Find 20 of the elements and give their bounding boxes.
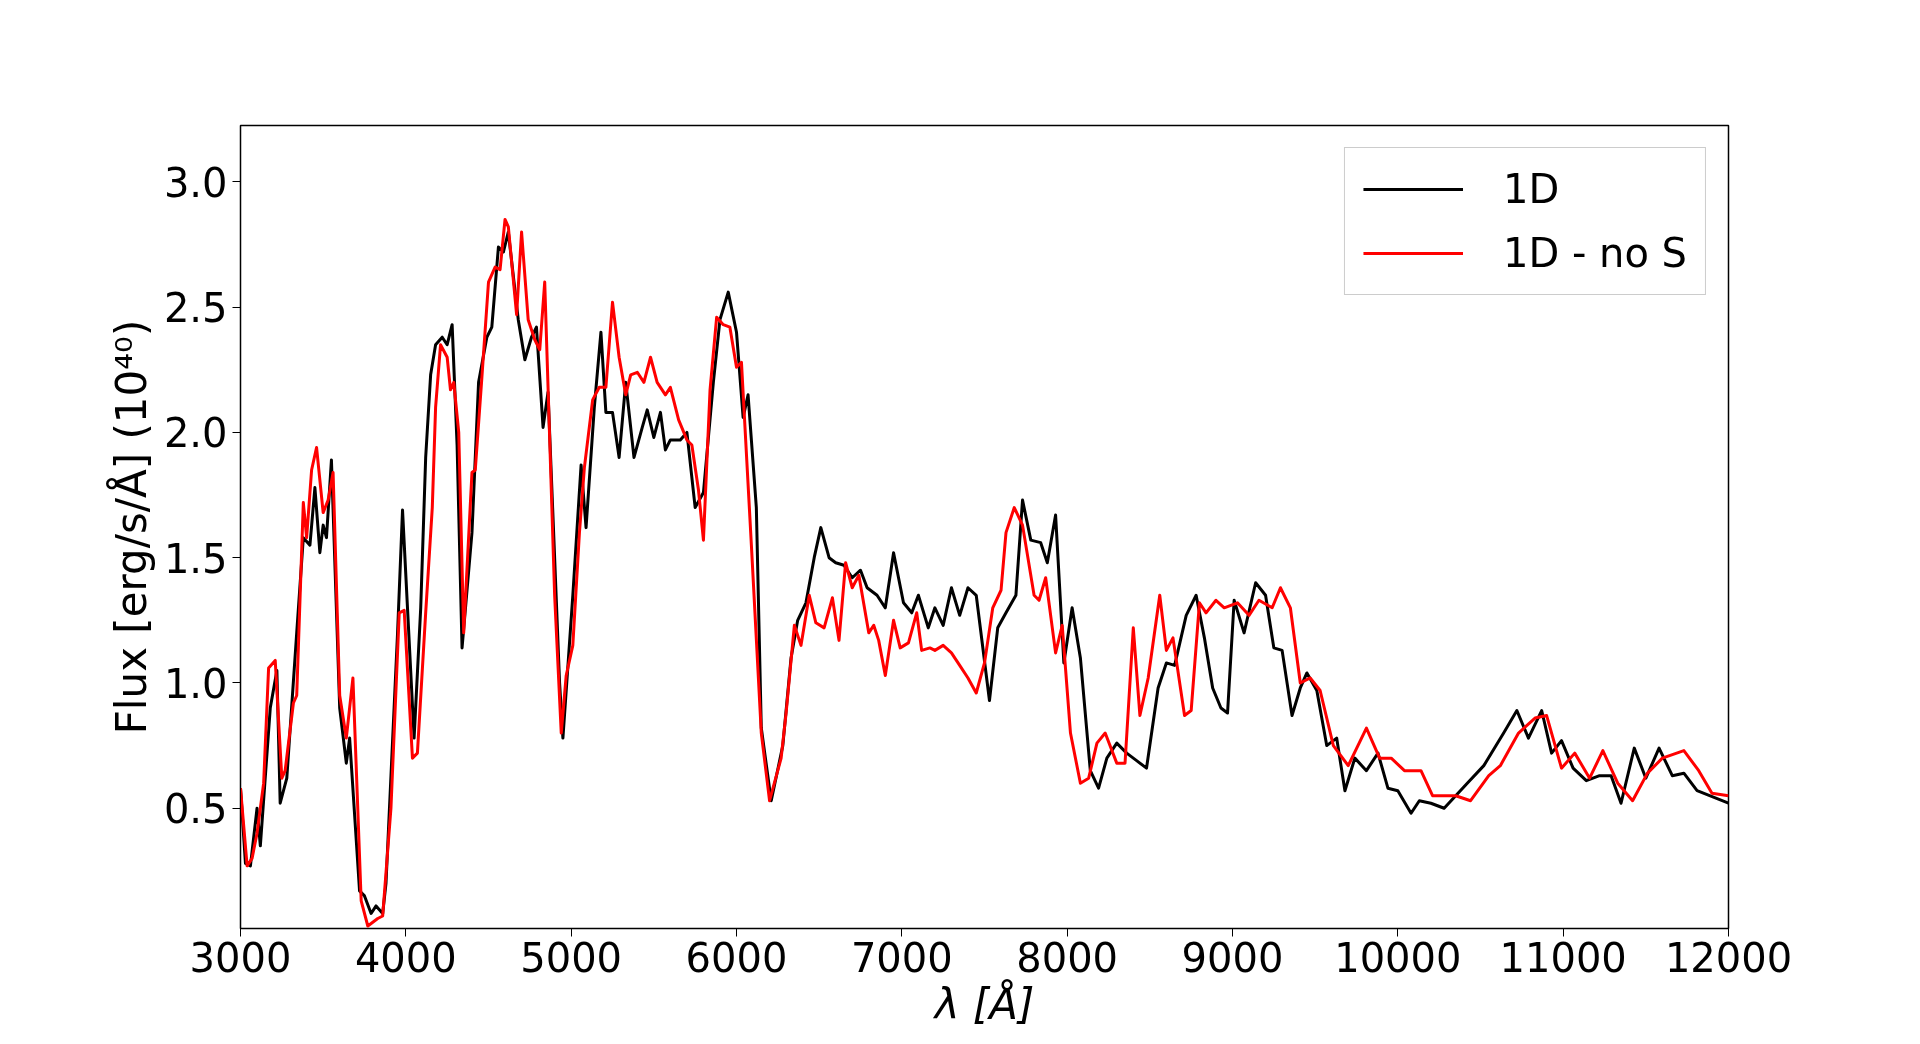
x-tick-label: 11000 xyxy=(1499,934,1627,981)
y-tick-label: 3.0 xyxy=(163,159,228,206)
x-tick-label: 3000 xyxy=(189,934,292,981)
x-tick-label: 5000 xyxy=(520,934,623,981)
y-tick-label: 2.5 xyxy=(163,285,228,332)
y-tick-label: 1.0 xyxy=(163,660,228,707)
legend-label: 1D xyxy=(1502,166,1560,212)
x-tick-label: 6000 xyxy=(685,934,788,981)
x-tick-label: 4000 xyxy=(354,934,457,981)
x-tick-label: 8000 xyxy=(1016,934,1119,981)
y-tick-label: 0.5 xyxy=(163,786,228,833)
legend-label: 1D - no S xyxy=(1502,230,1687,276)
x-axis-title: λ [Å] xyxy=(932,978,1035,1029)
y-axis-title: Flux [erg/s/Å] (10⁴⁰) xyxy=(105,319,156,735)
x-tick-label: 9000 xyxy=(1181,934,1284,981)
y-tick-label: 1.5 xyxy=(163,535,228,582)
x-tick-label: 12000 xyxy=(1664,934,1793,981)
y-tick-label: 2.0 xyxy=(163,410,228,457)
x-tick-label: 7000 xyxy=(850,934,953,981)
x-tick-label: 10000 xyxy=(1334,934,1462,981)
